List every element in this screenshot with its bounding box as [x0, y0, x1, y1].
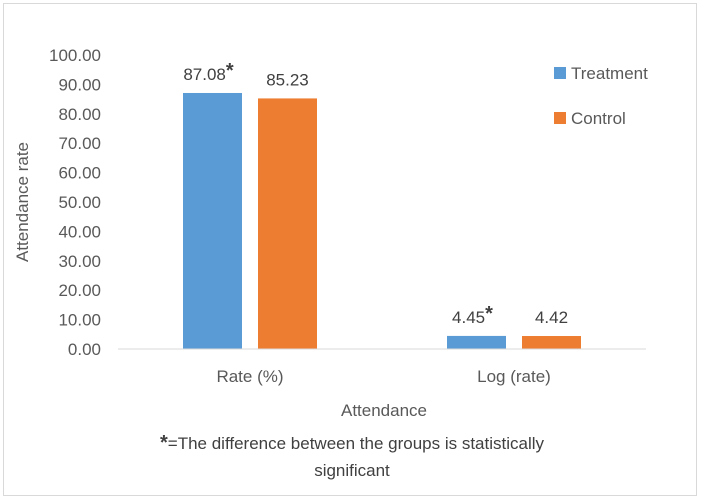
- y-tick-label: 70.00: [58, 134, 101, 153]
- footnote-line-1: *=The difference between the groups is s…: [160, 432, 545, 454]
- y-tick-label: 50.00: [58, 193, 101, 212]
- legend-swatch-control: [554, 112, 566, 124]
- y-axis-title: Attendance rate: [13, 142, 32, 262]
- category-label: Log (rate): [477, 367, 551, 386]
- y-tick-label: 60.00: [58, 164, 101, 183]
- bar-control-1: [258, 98, 317, 349]
- legend-swatch-treatment: [554, 67, 566, 79]
- chart-frame: [3, 3, 697, 496]
- data-labels: 87.08* 85.23 4.45* 4.42: [183, 60, 568, 327]
- y-tick-label: 30.00: [58, 252, 101, 271]
- bar-control-2: [522, 336, 581, 349]
- data-label-treatment-2: 4.45*: [452, 303, 493, 327]
- y-tick-labels: 0.00 10.00 20.00 30.00 40.00 50.00 60.00 70.00 8…: [49, 46, 101, 359]
- y-tick-label: 90.00: [58, 75, 101, 94]
- legend: Treatment Control: [554, 64, 648, 128]
- data-label-control-2: 4.42: [535, 308, 568, 327]
- legend-label-treatment: Treatment: [571, 64, 648, 83]
- bar-treatment-1: [183, 92, 242, 349]
- y-tick-label: 100.00: [49, 46, 101, 65]
- data-label-treatment-1: 87.08*: [183, 60, 234, 84]
- bars: [183, 92, 581, 349]
- legend-label-control: Control: [571, 109, 626, 128]
- y-tick-label: 40.00: [58, 222, 101, 241]
- footnote-marker: *: [160, 432, 168, 454]
- footnote-text-1: =The difference between the groups is st…: [168, 434, 545, 453]
- data-label-control-1: 85.23: [266, 70, 309, 89]
- y-tick-label: 0.00: [68, 340, 101, 359]
- footnote: *=The difference between the groups is s…: [160, 432, 545, 480]
- category-label: Rate (%): [216, 367, 283, 386]
- y-tick-label: 20.00: [58, 281, 101, 300]
- y-tick-label: 80.00: [58, 105, 101, 124]
- bar-treatment-2: [447, 335, 506, 349]
- category-labels: Rate (%) Log (rate): [216, 367, 550, 386]
- y-tick-label: 10.00: [58, 311, 101, 330]
- x-axis-title: Attendance: [341, 401, 427, 420]
- footnote-line-2: significant: [314, 461, 390, 480]
